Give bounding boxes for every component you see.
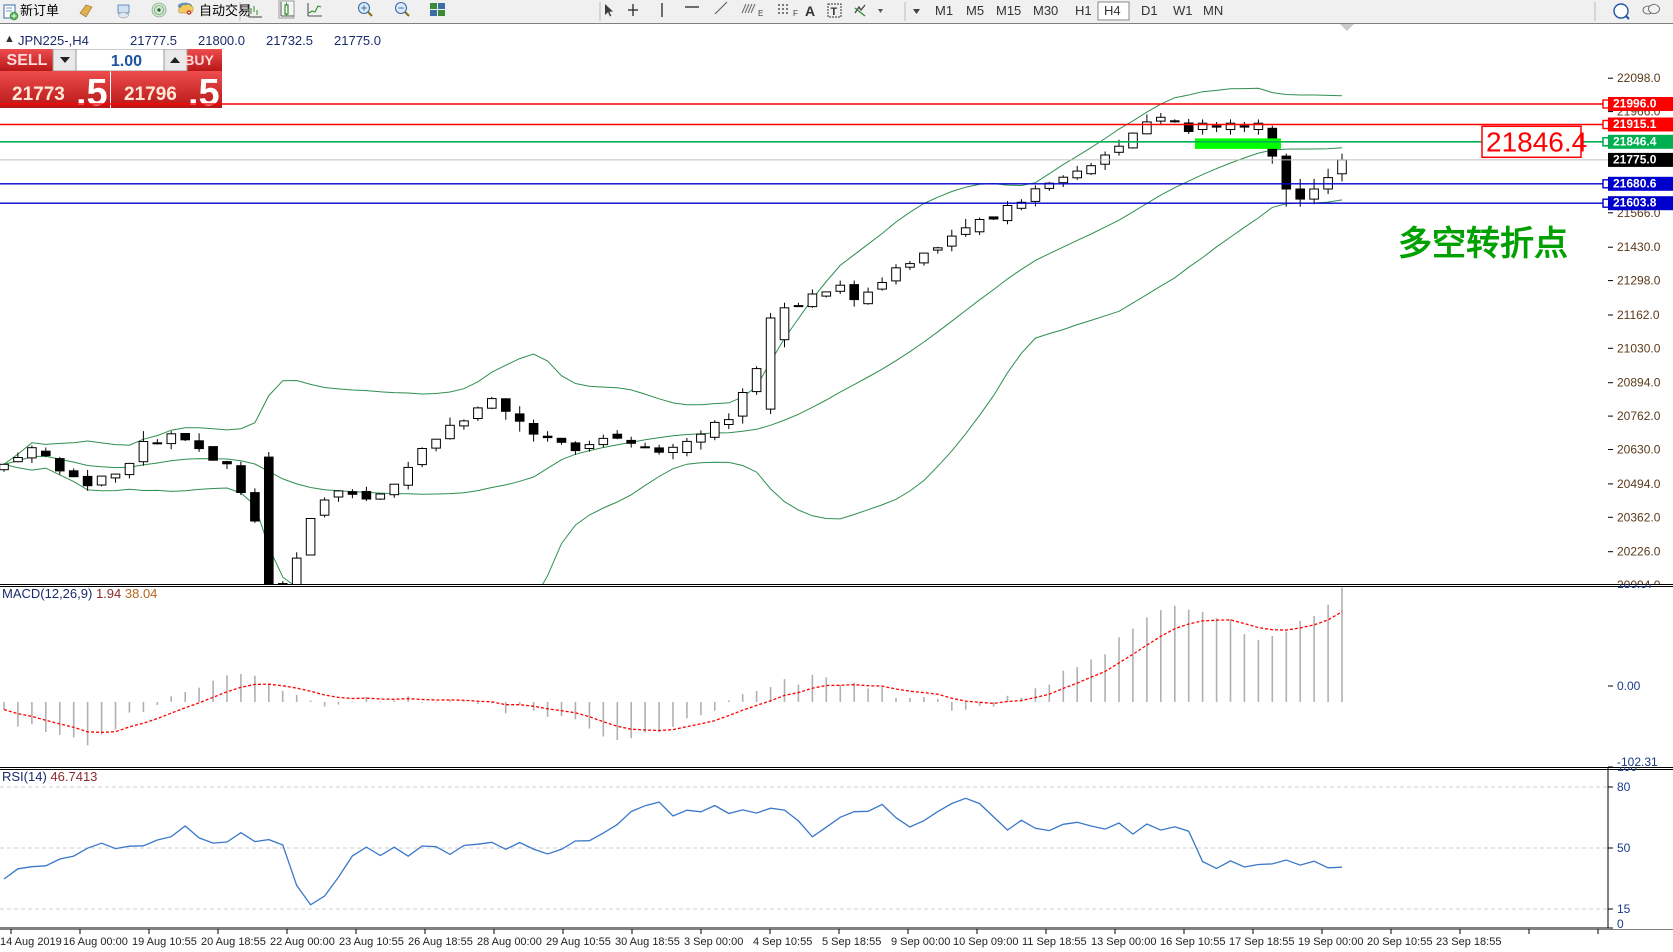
svg-text:E: E (758, 9, 763, 18)
svg-text:21680.6: 21680.6 (1613, 176, 1657, 190)
svg-text:21430.0: 21430.0 (1617, 240, 1661, 254)
svg-text:M15: M15 (996, 3, 1021, 18)
svg-text:20894.0: 20894.0 (1617, 376, 1661, 390)
svg-text:21846.4: 21846.4 (1613, 134, 1657, 148)
svg-text:22098.0: 22098.0 (1617, 71, 1661, 85)
svg-text:MN: MN (1203, 3, 1223, 18)
svg-text:M5: M5 (966, 3, 984, 18)
svg-text:H4: H4 (1104, 3, 1121, 18)
svg-text:20 Sep 10:55: 20 Sep 10:55 (1367, 936, 1432, 948)
svg-text:23 Aug 10:55: 23 Aug 10:55 (339, 936, 404, 948)
svg-text:21846.4: 21846.4 (1486, 126, 1587, 157)
svg-text:11 Sep 18:55: 11 Sep 18:55 (1022, 936, 1087, 948)
svg-text:-102.31: -102.31 (1617, 755, 1658, 767)
svg-text:17 Sep 18:55: 17 Sep 18:55 (1229, 936, 1294, 948)
svg-text:16 Sep 10:55: 16 Sep 10:55 (1160, 936, 1225, 948)
svg-text:0: 0 (1617, 917, 1624, 929)
svg-text:185.57: 185.57 (1617, 584, 1654, 591)
svg-text:A: A (805, 3, 815, 19)
svg-text:D1: D1 (1141, 3, 1158, 18)
svg-text:21030.0: 21030.0 (1617, 341, 1661, 355)
svg-text:13 Sep 00:00: 13 Sep 00:00 (1091, 936, 1156, 948)
svg-text:0.00: 0.00 (1617, 679, 1641, 693)
svg-text:M30: M30 (1033, 3, 1058, 18)
svg-text:9 Sep 00:00: 9 Sep 00:00 (891, 936, 950, 948)
svg-text:M1: M1 (935, 3, 953, 18)
svg-text:T: T (831, 6, 838, 18)
svg-text:26 Aug 18:55: 26 Aug 18:55 (408, 936, 473, 948)
svg-text:21603.8: 21603.8 (1613, 196, 1657, 210)
svg-text:14 Aug 2019: 14 Aug 2019 (0, 936, 62, 948)
svg-text:5 Sep 18:55: 5 Sep 18:55 (822, 936, 881, 948)
svg-text:28 Aug 00:00: 28 Aug 00:00 (477, 936, 542, 948)
svg-text:21775.0: 21775.0 (1613, 152, 1657, 166)
svg-text:22 Aug 00:00: 22 Aug 00:00 (270, 936, 335, 948)
svg-text:80: 80 (1617, 780, 1631, 794)
svg-text:3 Sep 00:00: 3 Sep 00:00 (684, 936, 743, 948)
svg-text:15: 15 (1617, 902, 1631, 916)
svg-text:W1: W1 (1173, 3, 1193, 18)
svg-text:自动交易: 自动交易 (199, 3, 251, 18)
svg-text:20762.0: 20762.0 (1617, 409, 1661, 423)
svg-text:10 Sep 09:00: 10 Sep 09:00 (953, 936, 1018, 948)
svg-text:21298.0: 21298.0 (1617, 274, 1661, 288)
svg-text:4 Sep 10:55: 4 Sep 10:55 (753, 936, 812, 948)
svg-text:29 Aug 10:55: 29 Aug 10:55 (546, 936, 611, 948)
svg-text:H1: H1 (1075, 3, 1092, 18)
svg-text:19 Sep 00:00: 19 Sep 00:00 (1298, 936, 1363, 948)
svg-text:新订单: 新订单 (20, 3, 59, 18)
svg-text:F: F (793, 9, 798, 18)
svg-text:20226.0: 20226.0 (1617, 545, 1661, 559)
svg-text:21996.0: 21996.0 (1613, 97, 1657, 111)
svg-text:16 Aug 00:00: 16 Aug 00:00 (63, 936, 128, 948)
svg-text:20494.0: 20494.0 (1617, 477, 1661, 491)
svg-text:20362.0: 20362.0 (1617, 510, 1661, 524)
svg-text:21915.1: 21915.1 (1613, 117, 1657, 131)
svg-text:20 Aug 18:55: 20 Aug 18:55 (201, 936, 266, 948)
svg-text:100: 100 (1617, 767, 1637, 774)
svg-text:多空转折点: 多空转折点 (1398, 225, 1568, 263)
svg-text:20630.0: 20630.0 (1617, 443, 1661, 457)
svg-text:21162.0: 21162.0 (1617, 308, 1660, 322)
svg-text:50: 50 (1617, 841, 1631, 855)
svg-text:19 Aug 10:55: 19 Aug 10:55 (132, 936, 197, 948)
svg-text:30 Aug 18:55: 30 Aug 18:55 (615, 936, 680, 948)
svg-text:23 Sep 18:55: 23 Sep 18:55 (1436, 936, 1501, 948)
